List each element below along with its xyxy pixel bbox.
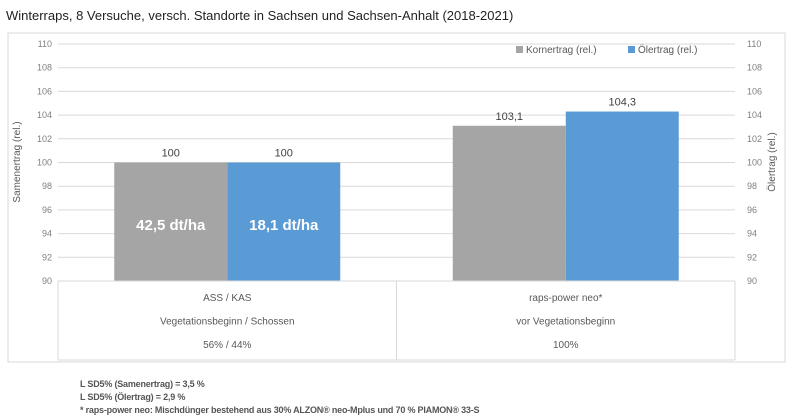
- data-label: 100: [275, 148, 293, 160]
- footnote-lsd-oelertrag: L SD5% (Ölertrag) = 2,9 %: [80, 392, 186, 402]
- y-tick-label: 106: [37, 86, 52, 96]
- category-label: 100%: [553, 340, 579, 351]
- category-label: Vegetationsbeginn / Schossen: [160, 317, 295, 328]
- y2-tick-label: 104: [747, 110, 762, 120]
- data-label: 103,1: [495, 111, 523, 123]
- legend: Kornertrag (rel.) Ölertrag (rel.): [516, 44, 697, 56]
- footnote-product: * raps-power neo: Mischdünger bestehend …: [80, 405, 480, 415]
- chart-title: Winterraps, 8 Versuche, versch. Standort…: [6, 8, 513, 23]
- y-tick-label: 94: [42, 229, 52, 239]
- y2-tick-label: 92: [747, 252, 757, 262]
- y2-tick-label: 96: [747, 205, 757, 215]
- bar: [565, 111, 679, 281]
- category-label: ASS / KAS: [203, 293, 252, 304]
- y-tick-label: 96: [42, 205, 52, 215]
- y-tick-label: 108: [37, 63, 52, 73]
- y2-tick-label: 98: [747, 181, 757, 191]
- chart-frame: [7, 32, 786, 363]
- y2-tick-label: 102: [747, 134, 762, 144]
- bar-inner-label: 18,1 dt/ha: [249, 217, 319, 234]
- y2-tick-label: 94: [747, 229, 757, 239]
- y-tick-label: 102: [37, 134, 52, 144]
- legend-label-kornertrag: Kornertrag (rel.): [526, 45, 597, 56]
- y-axis-label: Samenertrag (rel.): [12, 121, 23, 202]
- y-tick-label: 90: [42, 276, 52, 286]
- bar-inner-label: 42,5 dt/ha: [136, 217, 206, 234]
- y-tick-label: 98: [42, 181, 52, 191]
- legend-swatch-oelertrag: [628, 46, 635, 53]
- bar: [452, 125, 566, 281]
- y-tick-label: 104: [37, 110, 52, 120]
- legend-label-oelertrag: Ölertrag (rel.): [638, 44, 697, 56]
- category-label: raps-power neo*: [529, 293, 602, 304]
- y-tick-label: 110: [38, 39, 52, 49]
- y2-tick-label: 90: [747, 276, 757, 286]
- bar: [227, 162, 341, 281]
- y2-tick-label: 100: [747, 158, 762, 168]
- y2-tick-label: 110: [747, 39, 761, 49]
- category-label: vor Vegetationsbeginn: [516, 317, 615, 328]
- y2-tick-label: 108: [747, 63, 762, 73]
- bar: [114, 162, 228, 281]
- footnote-lsd-samenertrag: L SD5% (Samenertrag) = 3,5 %: [80, 379, 205, 389]
- legend-swatch-kornertrag: [516, 46, 523, 53]
- y-tick-label: 100: [37, 158, 52, 168]
- y-tick-label: 92: [42, 252, 52, 262]
- y2-axis-label: Ölertrag (rel.): [766, 132, 778, 191]
- y2-tick-label: 106: [747, 86, 762, 96]
- data-label: 100: [162, 148, 180, 160]
- category-label: 56% / 44%: [203, 340, 251, 351]
- data-label: 104,3: [608, 97, 636, 109]
